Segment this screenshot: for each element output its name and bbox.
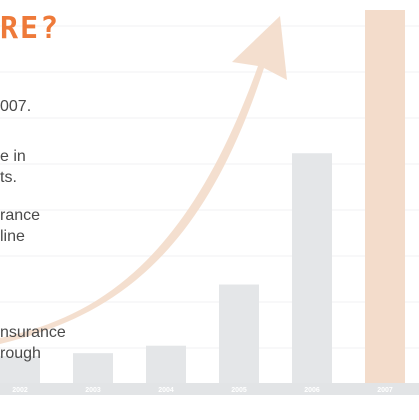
axis-band — [0, 383, 419, 395]
bar-2002 — [0, 356, 40, 383]
tick-label: 2007 — [377, 387, 393, 394]
bar-2004 — [146, 345, 186, 383]
body-text-line: rance — [0, 207, 41, 224]
bar-2007 — [365, 10, 405, 383]
tick-label: 2004 — [158, 387, 174, 394]
bar-2003 — [73, 353, 113, 383]
tick-label: 2006 — [304, 387, 320, 394]
body-text-2: e in ts. — [0, 146, 26, 188]
body-text-line: rough — [0, 345, 41, 362]
headline: RE? — [0, 11, 61, 46]
body-text-line: ts. — [0, 169, 17, 186]
trend-arrow — [0, 16, 287, 344]
body-text-line: nsurance — [0, 324, 66, 341]
tick-label: 2005 — [231, 387, 247, 394]
tick-label: 2003 — [85, 387, 101, 394]
body-text-1: 007. — [0, 96, 31, 117]
body-text-line: e in — [0, 148, 26, 165]
body-text-line: line — [0, 228, 25, 245]
tick-label: 2002 — [12, 387, 28, 394]
bar-2006 — [292, 153, 332, 383]
body-text-3: rance line — [0, 205, 40, 247]
body-text-line: 007. — [0, 98, 32, 115]
body-text-4: nsurance rough — [0, 322, 66, 364]
bar-2005 — [219, 284, 259, 383]
